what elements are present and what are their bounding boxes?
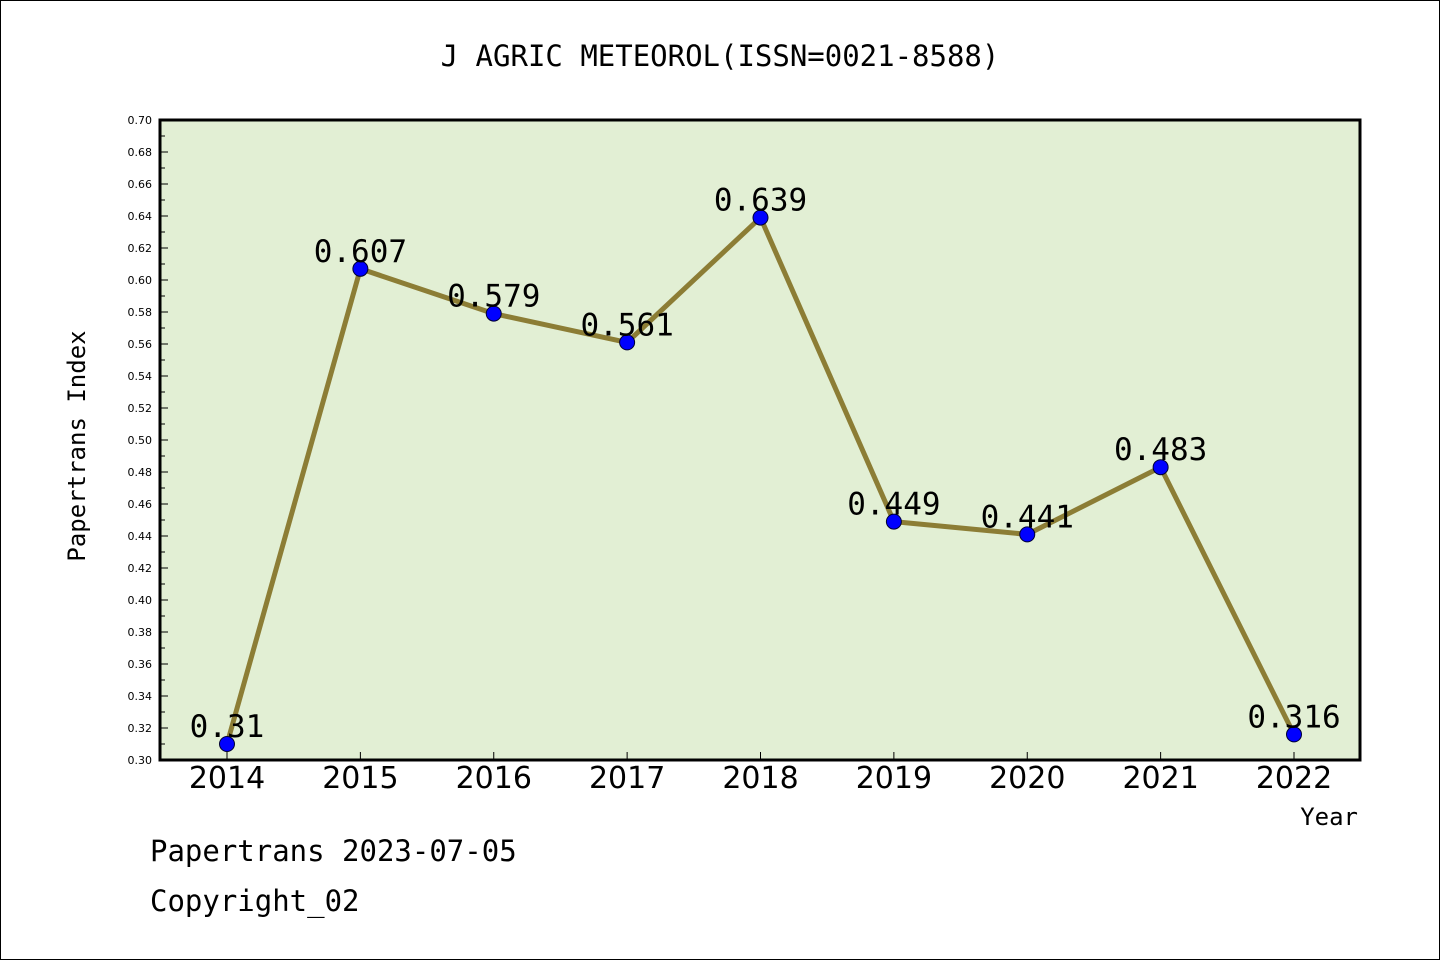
y-tick-label: 0.40	[128, 594, 153, 607]
x-tick-label: 2017	[589, 761, 665, 796]
x-axis-label: Year	[1300, 803, 1358, 831]
y-tick-label: 0.34	[128, 690, 153, 703]
data-label: 0.316	[1247, 699, 1340, 735]
y-tick-label: 0.64	[128, 210, 153, 223]
x-tick-label: 2015	[322, 761, 398, 796]
data-label: 0.561	[580, 307, 673, 343]
data-point	[1019, 526, 1036, 543]
y-tick-label: 0.36	[128, 658, 153, 671]
data-point	[219, 736, 235, 752]
y-tick-label: 0.44	[128, 530, 153, 543]
y-axis-ticks: 0.30 0.32 0.34 0.36 0.38 0.40 0.42 0.44 0.46 0.48…	[128, 114, 168, 767]
chart-title: J AGRIC METEOROL(ISSN=0021-8588)	[441, 39, 1000, 73]
data-label: 0.31	[190, 709, 265, 745]
x-tick-label: 2019	[856, 761, 932, 796]
data-point	[619, 334, 636, 351]
data-point	[885, 513, 902, 530]
footer-date: Papertrans 2023-07-05	[150, 834, 517, 868]
y-tick-label: 0.52	[128, 402, 153, 415]
y-tick-label: 0.54	[128, 370, 153, 383]
data-label: 0.483	[1114, 432, 1207, 468]
x-tick-label: 2020	[989, 761, 1065, 796]
y-tick-label: 0.60	[128, 274, 153, 287]
y-tick-label: 0.32	[128, 722, 153, 735]
data-label: 0.449	[847, 487, 940, 523]
x-axis-ticks: 2014 2015 2016 2017 2018 2019 2020 2021 2022	[189, 752, 1332, 796]
series-layer: 0.31 0.607 0.579 0.561 0.639 0.449 0.441 0.483 0…	[190, 183, 1341, 752]
data-point	[752, 209, 769, 226]
data-label: 0.607	[314, 234, 407, 270]
data-label: 0.441	[981, 499, 1074, 535]
y-tick-label: 0.38	[128, 626, 153, 639]
y-tick-label: 0.62	[128, 242, 153, 255]
y-tick-label: 0.30	[128, 754, 153, 767]
y-tick-label: 0.66	[128, 178, 153, 191]
data-label: 0.579	[447, 279, 540, 315]
y-tick-label: 0.58	[128, 306, 153, 319]
x-tick-label: 2022	[1256, 761, 1332, 796]
y-tick-label: 0.48	[128, 466, 153, 479]
x-tick-label: 2021	[1122, 761, 1198, 796]
y-tick-label: 0.70	[128, 114, 153, 127]
y-tick-label: 0.56	[128, 338, 153, 351]
y-tick-label: 0.42	[128, 562, 153, 575]
data-point	[1286, 726, 1302, 743]
plot-area	[160, 120, 1360, 760]
data-point	[352, 260, 369, 277]
y-tick-label: 0.50	[128, 434, 153, 447]
y-tick-label: 0.68	[128, 146, 153, 159]
x-tick-label: 2018	[722, 761, 798, 796]
y-tick-label: 0.46	[128, 498, 153, 511]
y-axis-label: Papertrans Index	[63, 330, 91, 561]
plot-border	[158, 118, 1362, 762]
x-tick-label: 2016	[456, 761, 532, 796]
x-tick-label: 2014	[189, 761, 265, 796]
data-point	[1152, 459, 1169, 476]
data-point	[485, 305, 502, 322]
data-label: 0.639	[714, 183, 807, 219]
footer-copyright: Copyright_02	[150, 884, 360, 918]
